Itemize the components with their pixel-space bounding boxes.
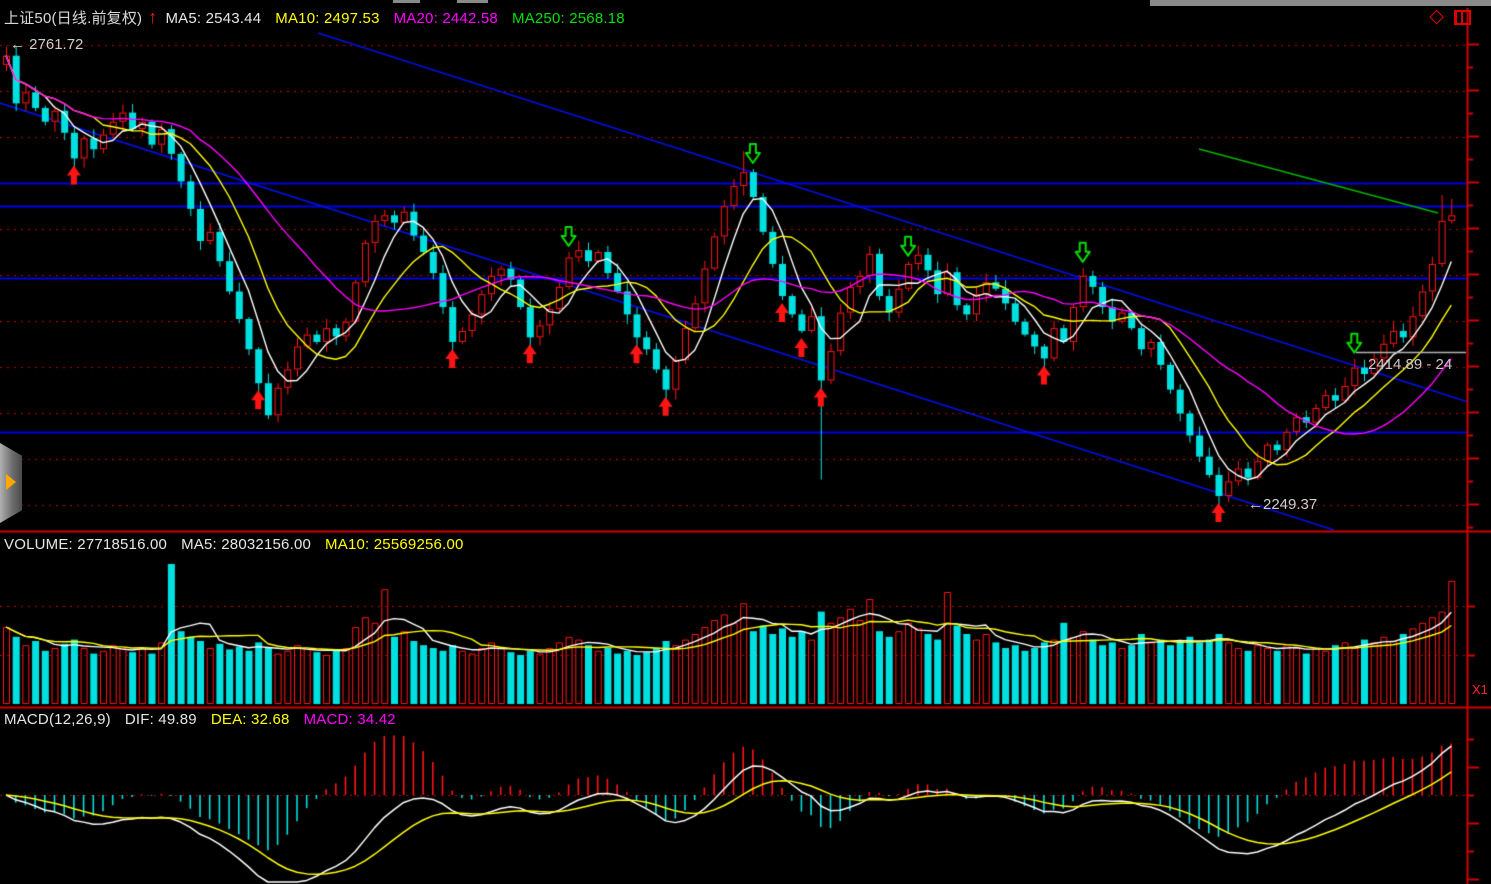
volume-indicator-0: VOLUME: 27718516.00 xyxy=(4,536,168,553)
main-indicator-3: MA250: 2568.18 xyxy=(511,10,625,27)
current-price-label: 2414.89 - 24 xyxy=(1368,356,1453,373)
main-chart-header: 上证50(日线.前复权) ↑ MA5: 2543.44 MA10: 2497.53 MA… xyxy=(4,7,639,28)
toolbar-remnant xyxy=(1150,0,1491,6)
x1-axis-label: X1 xyxy=(1472,682,1488,697)
high-price-label: ← 2761.72 xyxy=(10,36,84,53)
ma-indicator-values: MA5: 2543.44 MA10: 2497.53 MA20: 2442.58 MA… xyxy=(165,10,638,27)
macd-panel-header: MACD(12,26,9) DIF: 49.89 DEA: 32.68 MACD: 3… xyxy=(4,711,410,728)
macd-indicator-3: MACD: 34.42 xyxy=(303,711,396,728)
diamond-icon[interactable]: ◇ xyxy=(1429,6,1444,27)
sidebar-expand-handle[interactable] xyxy=(0,443,22,523)
instrument-title: 上证50(日线.前复权) xyxy=(4,10,143,27)
volume-indicator-1: MA5: 28032156.00 xyxy=(181,536,312,553)
split-window-icon[interactable] xyxy=(1454,9,1471,25)
trend-up-arrow-icon: ↑ xyxy=(148,7,158,27)
toolbar-remnant xyxy=(457,0,488,3)
main-indicator-2: MA20: 2442.58 xyxy=(393,10,498,27)
low-price-label: ←2249.37 xyxy=(1248,496,1318,513)
toolbar-remnant xyxy=(393,0,420,3)
main-indicator-0: MA5: 2543.44 xyxy=(165,10,262,27)
macd-indicator-2: DEA: 32.68 xyxy=(210,711,290,728)
volume-indicator-2: MA10: 25569256.00 xyxy=(325,536,464,553)
macd-indicator-1: DIF: 49.89 xyxy=(124,711,197,728)
macd-indicator-0: MACD(12,26,9) xyxy=(4,711,111,728)
macd-indicator-values: MACD(12,26,9) DIF: 49.89 DEA: 32.68 MACD: 3… xyxy=(4,711,410,728)
expand-arrow-icon xyxy=(6,474,16,490)
volume-indicator-values: VOLUME: 27718516.00 MA5: 28032156.00 MA10:… xyxy=(4,536,478,553)
main-indicator-1: MA10: 2497.53 xyxy=(275,10,380,27)
chart-toolbar: ◇ xyxy=(1429,6,1471,27)
volume-panel-header: VOLUME: 27718516.00 MA5: 28032156.00 MA10:… xyxy=(4,536,478,553)
